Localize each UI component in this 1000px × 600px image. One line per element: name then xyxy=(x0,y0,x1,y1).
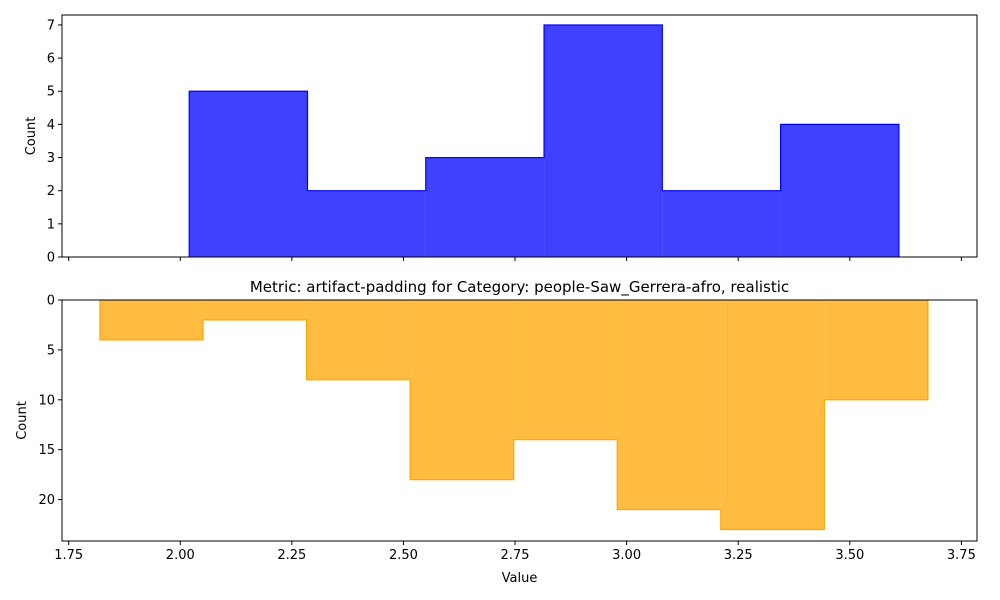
x-tick-label: 3.75 xyxy=(947,548,976,563)
histogram-bar-6 xyxy=(617,300,721,510)
histogram-bar-5 xyxy=(513,300,618,440)
y-tick-label: 2 xyxy=(47,184,55,199)
histogram-bar-2 xyxy=(307,190,426,257)
x-tick-label: 2.50 xyxy=(389,548,418,563)
histogram-outline xyxy=(99,300,929,531)
y-tick-label: 7 xyxy=(47,18,55,33)
y-tick-label: 5 xyxy=(47,343,55,358)
y-axis-label: Count xyxy=(24,117,39,156)
y-tick-label: 10 xyxy=(38,393,55,408)
y-tick-label: 4 xyxy=(47,118,55,133)
y-tick-label: 3 xyxy=(47,151,55,166)
y-tick-label: 15 xyxy=(38,443,55,458)
y-tick-label: 0 xyxy=(47,294,55,309)
x-tick-label: 2.75 xyxy=(501,548,530,563)
histogram-bar-4 xyxy=(410,300,514,480)
x-tick-label: 2.25 xyxy=(277,548,306,563)
histogram-bar-1 xyxy=(99,300,204,340)
histogram-bar-3 xyxy=(306,300,411,380)
x-tick-label: 1.75 xyxy=(54,548,83,563)
histogram-bar-8 xyxy=(824,300,928,400)
x-tick-label: 3.25 xyxy=(724,548,753,563)
chart-title: Metric: artifact-padding for Category: p… xyxy=(250,278,789,297)
bottom-histogram-panel: 0 5 10 15 20 1.75 2.00 2.25 2.50 2.75 3.00 3.25 3.50… xyxy=(15,278,978,586)
x-tick-label: 3.50 xyxy=(835,548,864,563)
top-histogram-panel: 0 1 2 3 4 5 6 7 Count xyxy=(24,14,978,266)
y-tick-label: 5 xyxy=(47,85,55,100)
histogram-bar-4 xyxy=(544,24,663,257)
y-tick-label: 0 xyxy=(47,251,55,266)
x-tick-label: 3.00 xyxy=(612,548,641,563)
histogram-bar-6 xyxy=(780,124,899,257)
y-tick-label: 20 xyxy=(38,493,55,508)
y-tick-label: 6 xyxy=(47,52,55,67)
histogram-outline xyxy=(188,24,900,257)
y-axis-label: Count xyxy=(15,401,30,440)
y-tick-label: 1 xyxy=(47,217,55,232)
axes-frame xyxy=(61,299,978,542)
x-axis-label: Value xyxy=(502,571,538,586)
axes-frame xyxy=(61,14,978,258)
x-tick-label: 2.00 xyxy=(166,548,195,563)
histogram-bar-5 xyxy=(662,190,781,257)
histogram-bar-7 xyxy=(720,300,825,530)
histogram-bar-3 xyxy=(425,157,545,257)
histogram-bar-2 xyxy=(203,300,307,320)
histogram-bar-1 xyxy=(189,91,308,257)
